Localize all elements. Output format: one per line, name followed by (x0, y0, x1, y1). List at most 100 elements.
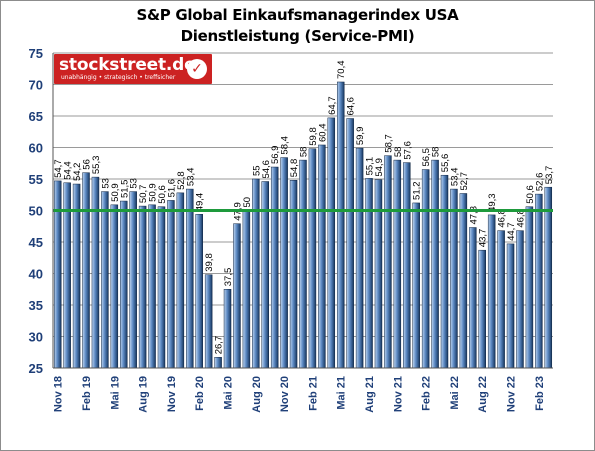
stockstreet-logo: stockstreet.de unabhängig • strategisch … (54, 54, 212, 84)
bar (355, 147, 364, 369)
data-label: 52,8 (176, 171, 187, 190)
chart-title: S&P Global Einkaufsmanagerindex USA (136, 6, 459, 24)
y-tick-label: 55 (29, 172, 43, 187)
data-label: 55 (251, 165, 262, 176)
bar (129, 191, 137, 369)
x-tick-label: Nov 20 (279, 376, 291, 412)
bar (82, 172, 90, 369)
data-label: 39,8 (204, 253, 215, 272)
data-label: 54,6 (261, 160, 272, 179)
bar (252, 178, 260, 369)
bar (120, 200, 128, 369)
data-label: 59,9 (355, 127, 366, 146)
data-label: 54,9 (374, 158, 385, 177)
bar (497, 230, 505, 369)
logo-tagline: unabhängig • strategisch • treffsicher (61, 74, 176, 81)
bar (525, 206, 534, 369)
bar (346, 118, 354, 369)
bar (459, 193, 468, 369)
data-label: 57,6 (402, 141, 413, 160)
data-label: 50,6 (525, 185, 536, 204)
bar (270, 166, 279, 369)
bar (431, 159, 439, 369)
bar (299, 159, 307, 369)
checkmark-icon: ✓ (187, 59, 207, 79)
bar (223, 289, 232, 369)
bar (289, 180, 298, 369)
bar (157, 206, 166, 369)
data-label: 53,7 (544, 166, 555, 185)
x-tick-label: Feb 21 (307, 376, 319, 411)
data-label: 46,8 (515, 209, 526, 228)
bar (544, 186, 553, 369)
x-tick-label: Mai 22 (449, 376, 461, 410)
bar (327, 117, 336, 369)
data-label: 51,5 (119, 180, 130, 199)
data-label: 26,7 (214, 336, 225, 355)
data-label: 53,4 (449, 168, 460, 187)
x-tick-label: Nov 19 (166, 376, 178, 412)
bar (204, 274, 213, 369)
bar (186, 188, 194, 369)
data-label: 54,7 (53, 159, 64, 178)
bar (440, 174, 449, 369)
data-label: 50 (242, 197, 253, 208)
data-label: 58 (431, 147, 442, 158)
x-tick-label: Aug 21 (364, 376, 376, 413)
x-tick-label: Nov 18 (53, 376, 65, 412)
bar (91, 176, 100, 369)
bar (403, 162, 411, 369)
bar (412, 202, 420, 369)
data-label: 58 (393, 147, 404, 158)
bar (450, 188, 458, 369)
data-label: 58 (299, 147, 310, 158)
data-label: 55,3 (91, 156, 102, 175)
data-label: 59,8 (308, 127, 319, 146)
bar (469, 227, 477, 369)
data-label: 55,1 (365, 157, 376, 176)
y-tick-label: 75 (29, 46, 43, 61)
data-label: 37,5 (223, 268, 234, 287)
x-tick-label: Aug 22 (477, 376, 489, 413)
y-tick-label: 40 (29, 267, 43, 282)
bar (374, 179, 383, 369)
data-label: 50,6 (157, 185, 168, 204)
x-tick-label: Aug 20 (251, 376, 263, 413)
data-label: 49,4 (195, 193, 206, 212)
data-label: 60,4 (317, 123, 328, 142)
bar (233, 223, 241, 369)
bar (336, 81, 345, 369)
x-tick-label: Mai 19 (109, 376, 121, 410)
x-tick-label: Mai 20 (223, 376, 235, 410)
bar (365, 178, 373, 369)
bar (101, 191, 109, 369)
bar (195, 214, 203, 369)
y-tick-label: 60 (29, 141, 43, 156)
data-label: 53 (129, 178, 140, 189)
bar (280, 157, 288, 369)
x-tick-label: Aug 19 (138, 376, 150, 413)
data-label: 54,4 (63, 161, 74, 180)
x-tick-label: Feb 20 (194, 376, 206, 411)
data-label: 53 (100, 178, 111, 189)
data-label: 52,7 (459, 172, 470, 191)
bar (535, 193, 543, 369)
bar (421, 169, 430, 369)
bar (393, 159, 402, 369)
data-label: 52,6 (534, 173, 545, 192)
data-label: 47,3 (468, 206, 479, 225)
bar (516, 230, 524, 369)
bar (242, 210, 251, 369)
bar (167, 200, 175, 369)
data-label: 49,3 (487, 193, 498, 212)
y-tick-label: 70 (29, 78, 43, 93)
data-label: 58,4 (280, 136, 291, 155)
data-label: 64,6 (346, 97, 357, 116)
bar (318, 144, 326, 369)
y-tick-label: 30 (29, 330, 43, 345)
data-label: 56,5 (421, 148, 432, 167)
y-tick-label: 50 (29, 204, 43, 219)
bar (148, 204, 156, 369)
data-label: 50,9 (110, 183, 121, 202)
